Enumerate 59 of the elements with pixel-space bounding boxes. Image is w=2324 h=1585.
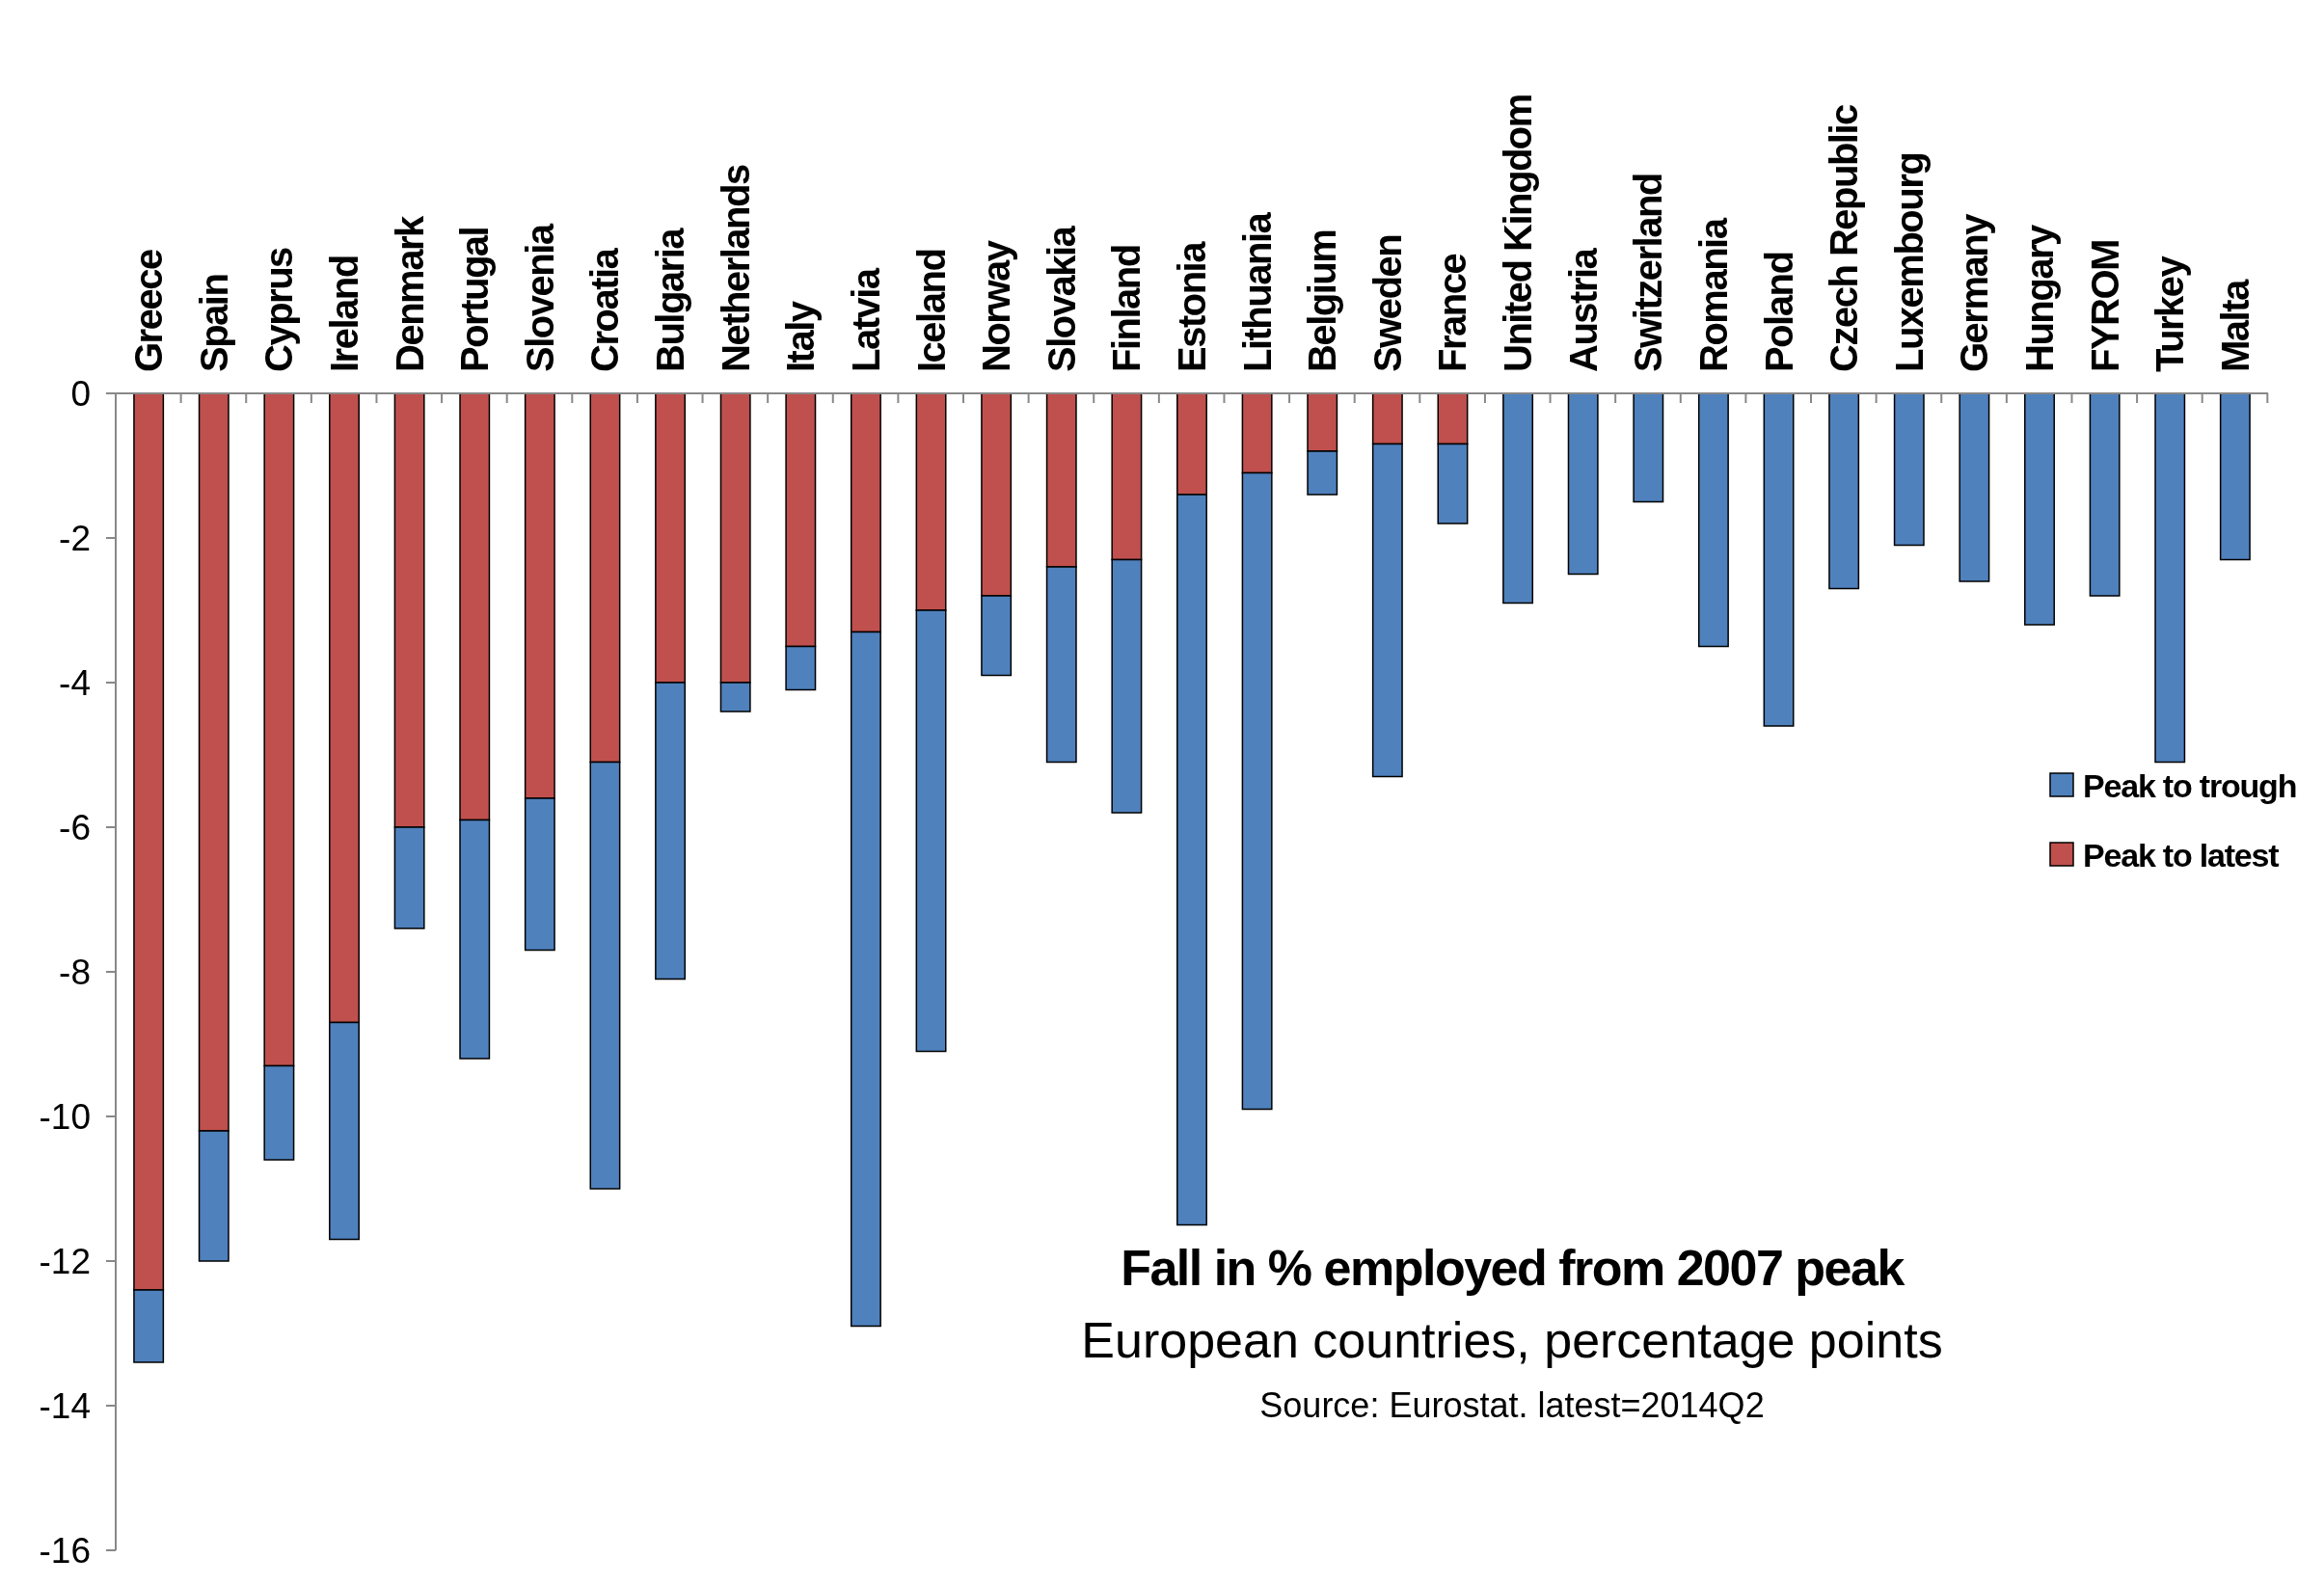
x-tick-label: Bulgaria <box>649 227 692 372</box>
x-tick-label: Germany <box>1953 212 1996 372</box>
x-tick-label: Austria <box>1561 247 1605 372</box>
y-tick-label: -8 <box>59 952 91 992</box>
bar <box>2089 392 2121 597</box>
y-tick-label: -12 <box>39 1241 91 1281</box>
y-tick-label: -10 <box>39 1096 91 1137</box>
y-tick-label: -2 <box>59 518 91 558</box>
x-tick-label: Estonia <box>1171 240 1213 372</box>
x-tick-label: Iceland <box>909 249 953 372</box>
x-tick-label: Malta <box>2213 279 2256 372</box>
x-tick-label: Lithuania <box>1235 211 1279 372</box>
x-tick-label: Romania <box>1691 217 1735 372</box>
x-tick-label: Denmark <box>388 215 431 372</box>
legend-label: Peak to latest <box>2083 836 2280 873</box>
bar <box>1828 392 1860 590</box>
bar <box>1502 392 1534 604</box>
legend-label: Peak to trough <box>2083 766 2297 804</box>
text: European countries, percentage points <box>1081 1312 1943 1368</box>
text: Fall in % employed from 2007 peak <box>1121 1240 1905 1296</box>
x-tick-label: Portugal <box>453 227 497 372</box>
bar <box>1763 392 1795 727</box>
x-tick-label: Sweden <box>1365 234 1409 372</box>
y-tick-label: 0 <box>70 373 91 414</box>
x-tick-label: Spain <box>192 274 235 372</box>
x-tick-label: Netherlands <box>714 165 757 372</box>
x-tick-label: France <box>1431 254 1474 372</box>
x-tick-label: Greece <box>127 250 171 372</box>
bar <box>1697 392 1729 648</box>
bar <box>1633 392 1664 503</box>
bar <box>2154 392 2186 764</box>
x-tick-label: Ireland <box>322 255 365 372</box>
bar <box>2024 392 2055 626</box>
annotation: Source: Eurostat. latest=2014Q2 <box>1259 1385 1765 1425</box>
x-tick-label: Luxembourg <box>1887 152 1931 372</box>
x-tick-label: Czech Republic <box>1823 103 1866 372</box>
x-tick-label: Poland <box>1757 252 1800 372</box>
x-tick-label: Cyprus <box>257 247 301 372</box>
x-tick-label: Croatia <box>583 247 627 372</box>
x-tick-label: Italy <box>779 300 823 372</box>
x-tick-label: Finland <box>1105 245 1148 372</box>
bar <box>1959 392 1990 582</box>
x-tick-label: Hungary <box>2018 224 2062 372</box>
x-tick-label: Belgium <box>1301 229 1344 372</box>
x-tick-label: Latvia <box>844 267 887 372</box>
bar <box>1567 392 1599 576</box>
y-tick-label: -14 <box>39 1385 91 1426</box>
bar <box>1893 392 1925 547</box>
x-tick-label: United Kingdom <box>1497 94 1540 372</box>
x-tick-label: FYROM <box>2083 240 2126 372</box>
x-tick-label: Switzerland <box>1627 174 1670 372</box>
x-tick-label: Slovenia <box>518 223 561 372</box>
y-tick-label: -16 <box>39 1530 91 1571</box>
y-tick-label: -6 <box>59 807 91 847</box>
x-tick-label: Norway <box>975 239 1018 372</box>
bar <box>2219 392 2251 561</box>
x-tick-label: Slovakia <box>1040 225 1083 372</box>
x-tick-label: Turkey <box>2148 255 2192 372</box>
y-tick-label: -4 <box>59 662 91 703</box>
